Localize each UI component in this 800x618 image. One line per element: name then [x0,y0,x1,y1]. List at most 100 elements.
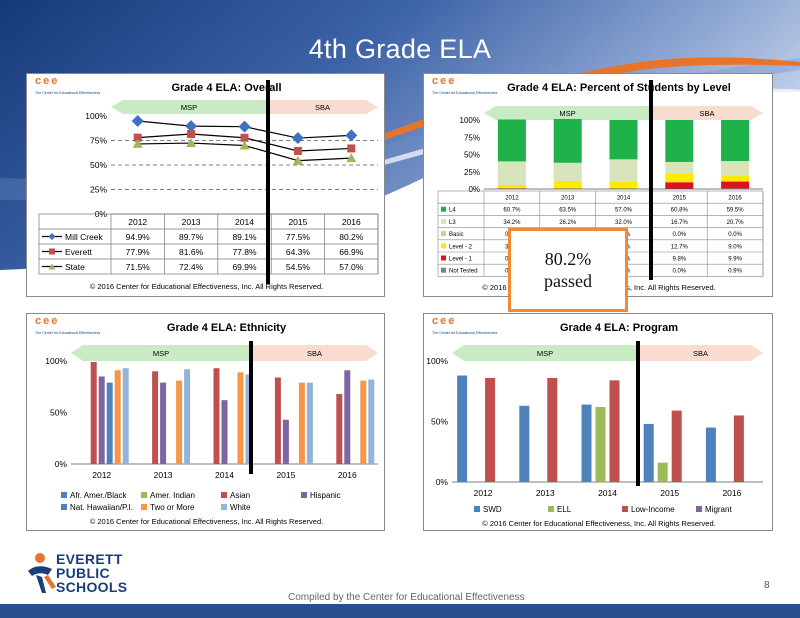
data-point [185,120,198,133]
sba-label: SBA [699,109,714,118]
sba-arrow [651,106,763,120]
bar-segment [665,120,694,162]
legend-label: Afr. Amer./Black [70,491,127,500]
data-label: 59.5% [727,208,745,214]
data-point [187,130,196,139]
legend-swatch [696,506,702,512]
legend-swatch [474,506,480,512]
bar [237,372,244,464]
data-point [186,138,197,148]
bar-segment [609,181,638,189]
legend-swatch [441,231,446,237]
bar [643,423,654,482]
cee-tagline: The Center for Educational Effectiveness [35,331,100,335]
data-point [239,140,250,150]
data-label: 64.3% [286,247,311,257]
x-tick-label: 2015 [276,470,295,480]
chart-title: Grade 4 ELA: Percent of Students by Leve… [507,82,731,94]
legend-label: Migrant [705,505,732,514]
legend-label: Asian [230,491,250,500]
bar-segment [497,161,526,185]
x-tick-label: 2015 [288,217,307,227]
program-chart-panel: cee The Center for Educational Effectiven… [423,313,773,531]
bar [368,379,375,464]
data-label: 12.7% [671,244,689,250]
bar [581,404,592,482]
bar [609,380,620,482]
data-point [238,120,251,133]
series-name: Basic [449,232,464,238]
msp-arrow [71,345,251,361]
ethnicity-chart-panel: cee The Center for Educational Effectiven… [26,313,385,531]
bar [547,377,558,482]
bar [595,406,606,482]
data-label: 94.9% [126,232,151,242]
bar [282,419,289,464]
bar-segment [721,175,750,182]
bar-segment [665,161,694,174]
legend-label: SWD [483,505,502,514]
bar-segment [721,181,750,189]
x-tick-label: 2015 [673,196,687,202]
legend-label: Hispanic [310,491,341,500]
legend-swatch [141,492,147,498]
data-label: 34.2% [503,220,521,226]
bar [160,382,167,464]
data-label: 54.5% [286,262,311,272]
x-tick-label: 2014 [215,470,234,480]
data-label: 0.0% [672,232,686,238]
callout-value: 80.2% [544,249,592,269]
data-label: 60.8% [671,208,689,214]
y-tick-label: 0% [55,459,68,469]
data-label: 20.7% [727,220,745,226]
bar [705,427,716,482]
y-tick-label: 25% [90,185,107,195]
data-label: 9.0% [728,244,742,250]
data-label: 72.4% [179,262,204,272]
data-point [345,129,358,142]
data-point [346,153,357,163]
bar-segment [553,181,582,189]
bar [90,362,97,464]
copyright-text: © 2016 Center for Educational Effectiven… [482,519,715,528]
y-tick-label: 50% [464,151,480,160]
legend-label: Low-Income [631,505,675,514]
data-point [291,132,304,145]
bar [657,462,668,482]
data-label: 0.0% [672,269,686,275]
y-tick-label: 100% [85,111,107,121]
y-tick-label: 75% [90,136,107,146]
bar [519,405,530,482]
data-label: 77.9% [126,247,151,257]
y-tick-label: 50% [431,417,448,427]
data-label: 32.0% [615,220,633,226]
y-tick-label: 0% [468,185,480,194]
footer-note: Compiled by the Center for Educational E… [288,592,525,603]
y-tick-label: 100% [460,116,480,125]
ethnicity-chart: cee The Center for Educational Effectiven… [35,315,378,526]
msp-arrow [484,106,651,120]
x-tick-label: 2013 [536,488,555,498]
series-name: Level - 2 [449,244,473,250]
bar [106,382,113,464]
data-point [132,138,143,148]
data-label: 0.0% [728,232,742,238]
data-label: 57.0% [615,208,633,214]
callout-label: passed [544,271,592,291]
data-point [240,133,249,142]
chart-title: Grade 4 ELA: Overall [171,82,281,94]
data-label: 57.0% [339,262,364,272]
bar [245,374,252,464]
series-name: State [65,262,85,272]
program-chart: cee The Center for Educational Effectiven… [426,315,763,528]
bar-segment [609,159,638,182]
sba-arrow [251,345,378,361]
data-point [292,155,303,165]
data-label: 9.8% [672,257,686,263]
y-tick-label: 100% [45,356,67,366]
passed-callout: 80.2% passed [508,228,628,312]
bar-segment [497,119,526,162]
bar-segment [497,185,526,189]
chart-title: Grade 4 ELA: Program [560,322,678,334]
sba-arrow [638,345,763,361]
